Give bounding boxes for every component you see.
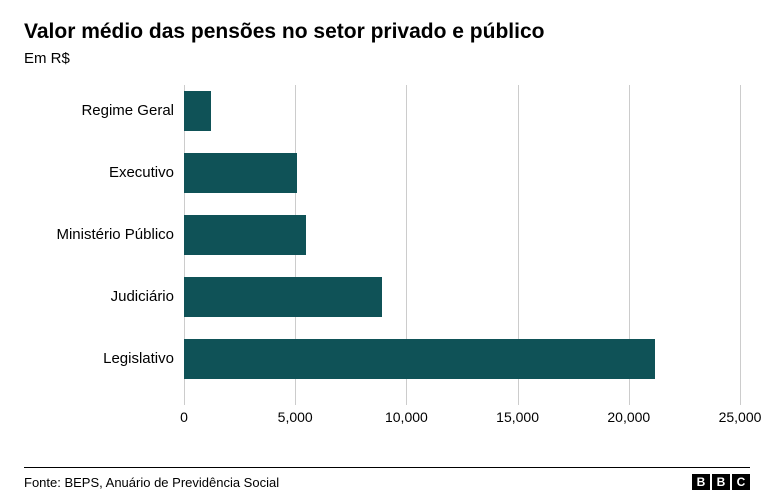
bar xyxy=(184,339,655,379)
bar xyxy=(184,215,306,255)
x-tick-label: 15,000 xyxy=(496,409,539,425)
chart-area: 05,00010,00015,00020,00025,000 Regime Ge… xyxy=(24,85,750,435)
bbc-logo: BBC xyxy=(692,474,750,490)
logo-letter: B xyxy=(712,474,730,490)
bar xyxy=(184,91,211,131)
x-tick-label: 10,000 xyxy=(385,409,428,425)
chart-title: Valor médio das pensões no setor privado… xyxy=(24,20,750,44)
chart-plot xyxy=(184,85,740,405)
y-category-label: Judiciário xyxy=(24,277,174,317)
chart-subtitle: Em R$ xyxy=(24,50,750,67)
x-axis: 05,00010,00015,00020,00025,000 xyxy=(184,405,740,435)
chart-footer: Fonte: BEPS, Anuário de Previdência Soci… xyxy=(24,467,750,490)
x-tick-label: 0 xyxy=(180,409,188,425)
y-category-label: Ministério Público xyxy=(24,215,174,255)
y-category-label: Legislativo xyxy=(24,339,174,379)
x-tick-label: 5,000 xyxy=(278,409,313,425)
x-tick-label: 25,000 xyxy=(719,409,762,425)
y-category-label: Regime Geral xyxy=(24,91,174,131)
y-category-label: Executivo xyxy=(24,153,174,193)
bar xyxy=(184,277,382,317)
bar xyxy=(184,153,297,193)
logo-letter: B xyxy=(692,474,710,490)
x-tick-label: 20,000 xyxy=(607,409,650,425)
gridline xyxy=(740,85,741,405)
source-text: Fonte: BEPS, Anuário de Previdência Soci… xyxy=(24,475,279,490)
logo-letter: C xyxy=(732,474,750,490)
